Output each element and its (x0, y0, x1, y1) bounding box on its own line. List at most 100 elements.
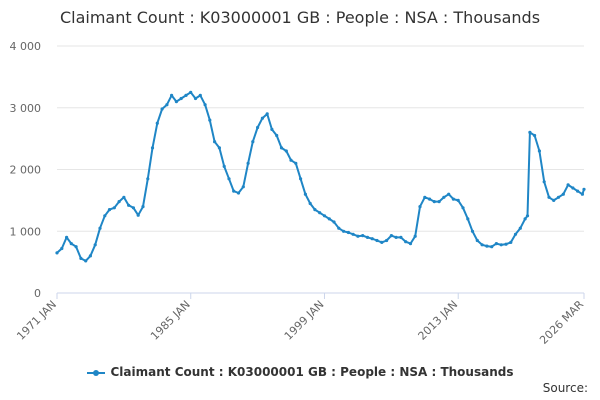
data-point[interactable] (198, 93, 202, 97)
data-point[interactable] (475, 238, 479, 243)
data-point[interactable] (552, 198, 556, 202)
data-point[interactable] (423, 195, 427, 199)
data-point[interactable] (275, 133, 279, 138)
data-point[interactable] (566, 183, 570, 187)
data-point[interactable] (533, 133, 537, 138)
data-point[interactable] (284, 149, 288, 153)
data-point[interactable] (525, 214, 530, 218)
data-point[interactable] (84, 259, 88, 263)
data-point[interactable] (213, 140, 217, 144)
data-point[interactable] (294, 161, 298, 165)
data-point[interactable] (337, 226, 341, 230)
data-point[interactable] (270, 127, 274, 131)
data-point[interactable] (380, 240, 384, 244)
data-point[interactable] (490, 245, 494, 249)
data-point[interactable] (413, 234, 417, 238)
data-point[interactable] (241, 185, 245, 189)
data-point[interactable] (494, 242, 498, 246)
data-point[interactable] (322, 214, 327, 218)
data-point[interactable] (170, 93, 174, 97)
data-point[interactable] (193, 96, 198, 101)
data-point[interactable] (122, 195, 126, 199)
data-point[interactable] (203, 103, 207, 107)
data-point[interactable] (456, 198, 460, 202)
data-point[interactable] (179, 96, 183, 101)
data-point[interactable] (69, 242, 73, 246)
data-point[interactable] (88, 254, 92, 258)
data-point[interactable] (399, 235, 403, 239)
data-point[interactable] (117, 200, 121, 204)
data-point[interactable] (582, 187, 586, 191)
data-point[interactable] (523, 217, 527, 221)
data-point[interactable] (232, 189, 236, 193)
data-point[interactable] (308, 201, 312, 206)
data-point[interactable] (365, 235, 370, 239)
data-point[interactable] (93, 243, 97, 247)
data-point[interactable] (165, 103, 169, 107)
data-point[interactable] (385, 238, 389, 243)
series-claimant-count[interactable] (55, 90, 586, 263)
data-point[interactable] (451, 197, 455, 201)
data-point[interactable] (251, 140, 255, 144)
data-point[interactable] (370, 237, 374, 241)
data-point[interactable] (65, 235, 69, 239)
data-point[interactable] (485, 244, 489, 248)
data-point[interactable] (466, 217, 470, 221)
data-point[interactable] (332, 220, 336, 224)
data-point[interactable] (461, 206, 465, 210)
data-point[interactable] (299, 177, 303, 181)
data-point[interactable] (556, 195, 561, 199)
data-point[interactable] (537, 149, 542, 153)
data-point[interactable] (361, 234, 365, 238)
data-point[interactable] (470, 229, 475, 233)
data-point[interactable] (136, 213, 140, 217)
data-point[interactable] (504, 242, 508, 246)
data-point[interactable] (256, 125, 260, 130)
data-point[interactable] (74, 245, 78, 249)
data-point[interactable] (428, 197, 432, 201)
data-point[interactable] (394, 235, 398, 239)
series-line[interactable] (56, 91, 585, 262)
data-point[interactable] (98, 226, 102, 230)
data-point[interactable] (447, 192, 451, 196)
legend[interactable]: Claimant Count : K03000001 GB : People :… (0, 365, 600, 380)
data-point[interactable] (79, 256, 83, 260)
data-point[interactable] (303, 192, 307, 196)
data-point[interactable] (342, 229, 346, 233)
data-point[interactable] (107, 208, 112, 212)
data-point[interactable] (155, 121, 159, 125)
data-point[interactable] (432, 200, 436, 204)
data-point[interactable] (528, 130, 532, 134)
data-point[interactable] (513, 232, 518, 236)
data-point[interactable] (318, 211, 322, 215)
data-point[interactable] (499, 243, 503, 247)
data-point[interactable] (418, 205, 422, 209)
data-point[interactable] (327, 217, 331, 221)
data-point[interactable] (127, 203, 131, 207)
data-point[interactable] (227, 177, 231, 181)
data-point[interactable] (131, 206, 135, 210)
data-point[interactable] (313, 208, 317, 212)
data-point[interactable] (141, 205, 145, 209)
data-point[interactable] (351, 232, 355, 236)
data-point[interactable] (112, 206, 116, 210)
data-point[interactable] (174, 100, 178, 104)
data-point[interactable] (279, 146, 284, 150)
data-point[interactable] (356, 234, 360, 238)
data-point[interactable] (542, 180, 546, 184)
data-point[interactable] (518, 226, 522, 230)
data-point[interactable] (55, 251, 59, 255)
data-point[interactable] (408, 242, 413, 246)
data-point[interactable] (561, 192, 565, 196)
data-point[interactable] (437, 200, 441, 204)
data-point[interactable] (389, 234, 393, 238)
data-point[interactable] (576, 189, 580, 193)
data-point[interactable] (246, 161, 250, 165)
data-point[interactable] (184, 93, 188, 97)
data-point[interactable] (404, 240, 408, 244)
data-point[interactable] (103, 214, 107, 218)
data-point[interactable] (236, 191, 241, 195)
data-point[interactable] (289, 158, 293, 162)
data-point[interactable] (480, 243, 484, 247)
data-point[interactable] (217, 146, 221, 150)
